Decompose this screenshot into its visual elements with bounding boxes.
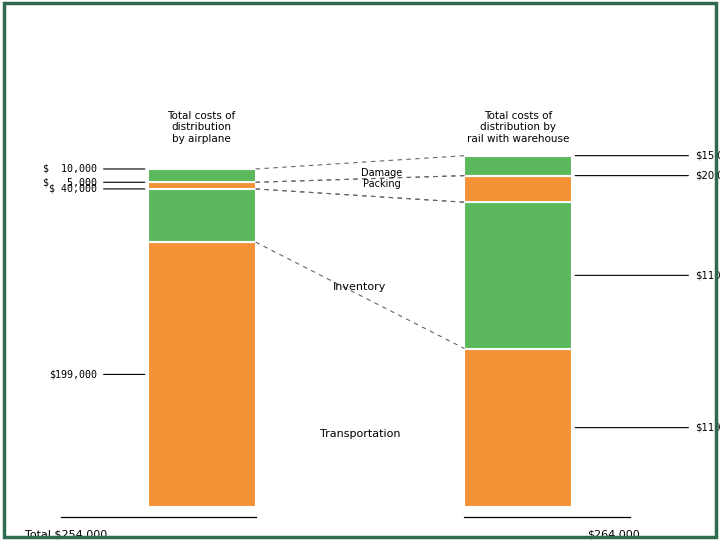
Text: A Cost Comparison of Alternative Systems: A Cost Comparison of Alternative Systems xyxy=(110,26,610,46)
Bar xyxy=(464,348,572,507)
Text: Total costs of
distribution by
rail with warehouse: Total costs of distribution by rail with… xyxy=(467,111,570,144)
Text: Inventory: Inventory xyxy=(333,282,387,292)
Text: $264,000: $264,000 xyxy=(587,529,639,539)
Bar xyxy=(148,189,256,242)
Text: Packing: Packing xyxy=(363,179,400,188)
Text: $119,000: $119,000 xyxy=(695,423,720,433)
Bar xyxy=(464,156,572,176)
Bar xyxy=(148,242,256,507)
Bar xyxy=(464,202,572,348)
Text: $  10,000: $ 10,000 xyxy=(43,164,97,174)
Text: (Exhibit 12-4): (Exhibit 12-4) xyxy=(280,64,440,84)
Bar xyxy=(148,183,256,189)
Bar xyxy=(464,176,572,202)
Text: Damage: Damage xyxy=(361,168,402,178)
Bar xyxy=(148,169,256,183)
Text: 12-42: 12-42 xyxy=(681,3,709,13)
Text: $   5,000: $ 5,000 xyxy=(43,177,97,187)
Text: $199,000: $199,000 xyxy=(49,369,97,380)
Text: $20,000: $20,000 xyxy=(695,171,720,180)
Text: $15,000: $15,000 xyxy=(695,151,720,161)
Text: $ 40,000: $ 40,000 xyxy=(49,184,97,194)
Text: Total costs of
distribution
by airplane: Total costs of distribution by airplane xyxy=(168,111,235,144)
Text: Total $254,000: Total $254,000 xyxy=(25,529,107,539)
Text: Transportation: Transportation xyxy=(320,429,400,438)
Text: $110,000: $110,000 xyxy=(695,271,720,280)
